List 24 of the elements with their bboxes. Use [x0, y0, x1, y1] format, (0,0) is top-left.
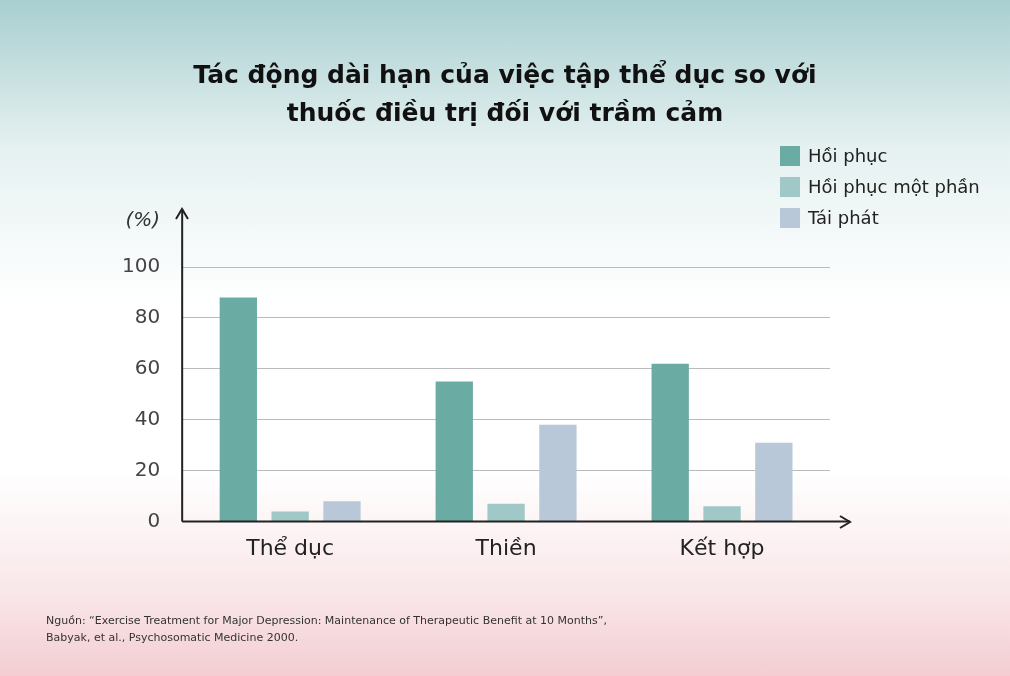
x-tick-label: Kết hợp — [679, 534, 765, 560]
chart-title: Tác động dài hạn của việc tập thể dục so với thuốc điều trị đối với trầm cảm — [192, 59, 818, 129]
y-tick-label: 60 — [134, 355, 161, 380]
legend-label: Hồi phục một phần — [808, 176, 980, 197]
y-tick-label: 20 — [134, 456, 161, 481]
bar — [487, 503, 525, 522]
bar — [323, 501, 361, 522]
legend-label: Hồi phục — [808, 145, 888, 166]
text: Nguồn: “Exercise Treatment for Major Depression: Maintenance of Therapeutic Benefit at 10 Months”, Babyak, et al., Psychosomatic Medicine 2000. — [46, 613, 608, 646]
x-tick-label: Thể dục — [245, 534, 335, 560]
bar — [219, 297, 257, 522]
y-tick-label: 0 — [147, 507, 161, 532]
bar — [755, 442, 793, 522]
bar — [435, 381, 473, 522]
y-tick-label: 100 — [121, 253, 161, 278]
legend-label: Tái phát — [808, 207, 879, 228]
bar — [539, 424, 577, 522]
y-axis-title: (%) — [125, 207, 161, 232]
bar — [271, 511, 309, 522]
y-tick-label: 40 — [134, 405, 161, 430]
bar — [651, 363, 689, 522]
bar — [703, 506, 741, 522]
x-tick-label: Thiền — [474, 534, 537, 560]
y-tick-label: 80 — [134, 304, 161, 329]
